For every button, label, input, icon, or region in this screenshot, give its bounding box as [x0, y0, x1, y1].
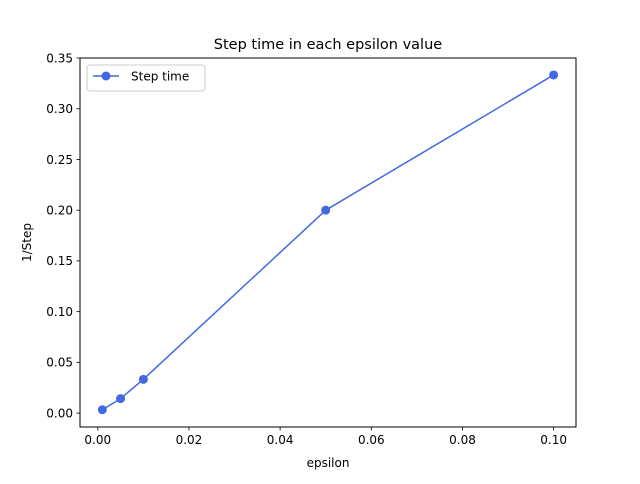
y-tick-label: 0.00: [46, 406, 73, 420]
y-tick-label: 0.10: [46, 305, 73, 319]
y-tick-label: 0.20: [46, 203, 73, 217]
y-tick-label: 0.35: [46, 51, 73, 65]
x-tick-label: 0.02: [176, 433, 203, 447]
legend-marker-swatch: [101, 71, 111, 81]
data-point: [549, 70, 559, 80]
y-tick-label: 0.15: [46, 254, 73, 268]
y-tick-label: 0.25: [46, 153, 73, 167]
y-axis-ticks: 0.00 0.05 0.10 0.15 0.20 0.25 0.30 0.35: [46, 51, 80, 420]
plot-frame: [79, 57, 577, 428]
legend: Step time: [86, 64, 206, 92]
y-tick-label: 0.30: [46, 102, 73, 116]
series-layer: [97, 70, 559, 415]
x-tick-label: 0.06: [358, 433, 385, 447]
legend-label: Step time: [131, 70, 189, 84]
data-point: [116, 394, 126, 404]
x-tick-label: 0.08: [449, 433, 476, 447]
x-axis-ticks: 0.00 0.02 0.04 0.06 0.08 0.10: [84, 427, 567, 447]
x-tick-label: 0.00: [84, 433, 111, 447]
data-point: [97, 405, 107, 415]
y-axis-label: 1/Step: [20, 223, 34, 262]
legend-box: [86, 64, 206, 92]
x-axis-label: epsilon: [307, 456, 350, 470]
x-tick-label: 0.04: [267, 433, 294, 447]
chart-title: Step time in each epsilon value: [214, 37, 442, 53]
plot-area: [80, 58, 576, 427]
x-tick-label: 0.10: [540, 433, 567, 447]
y-tick-label: 0.05: [46, 356, 73, 370]
data-point: [321, 205, 331, 215]
data-point: [138, 374, 148, 384]
